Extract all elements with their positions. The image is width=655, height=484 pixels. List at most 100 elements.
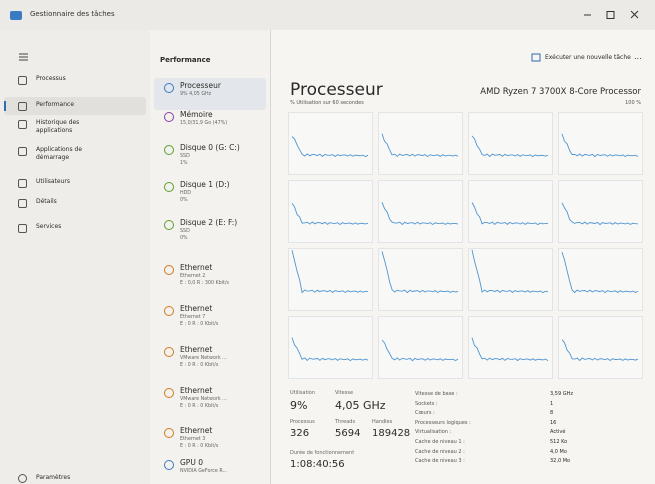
window-title: Gestionnaire des tâches: [30, 10, 115, 18]
graph-cell: [289, 249, 373, 311]
perf-name: Disque 0 (G: C:): [180, 143, 240, 152]
spec-label: Cache de niveau 1 :: [415, 439, 465, 445]
nav-icon: [18, 102, 27, 111]
nav-label: Détails: [36, 198, 106, 206]
stat-label: Processus: [290, 419, 315, 425]
perf-detail: E : 0 R : 0 Kbit/s: [180, 322, 218, 327]
stat-value: 9%: [290, 399, 307, 412]
graph-cell: [559, 317, 643, 379]
graph-cell: [469, 181, 553, 243]
stat-value: 326: [290, 428, 309, 439]
sidebar: Processus Performance Historique des appli…: [0, 30, 150, 484]
perf-detail: Ethernet 3: [180, 437, 205, 442]
stat-label: Durée de fonctionnement: [290, 450, 354, 456]
perf-name: Ethernet: [180, 386, 212, 395]
spec-value: 16: [550, 420, 556, 426]
perf-name: Ethernet: [180, 263, 212, 272]
nav-item[interactable]: Détails: [4, 194, 146, 212]
perf-name: Processeur: [180, 81, 221, 90]
list-title: Performance: [160, 56, 211, 64]
perf-name: GPU 0: [180, 458, 203, 467]
spec-label: Cœurs :: [415, 410, 435, 416]
window-controls[interactable]: [580, 8, 650, 22]
nav-item[interactable]: Processus: [4, 71, 146, 89]
nav-label: Performance: [36, 101, 106, 109]
run-task-button[interactable]: Exécuter une nouvelle tâche: [545, 54, 631, 61]
perf-item[interactable]: Mémoire 15,0/31,9 Go (47%): [154, 107, 266, 139]
graph-max: 100 %: [625, 100, 641, 106]
perf-icon: [164, 306, 174, 316]
perf-item[interactable]: GPU 0 NVIDIA GeForce R...: [154, 455, 266, 484]
perf-icon: [164, 460, 174, 470]
cpu-graphs: [288, 112, 648, 384]
spec-value: 8: [550, 410, 553, 416]
perf-detail: VMware Network ...: [180, 397, 227, 402]
nav-label: Paramètres: [36, 474, 70, 481]
perf-icon: [164, 112, 174, 122]
nav-settings[interactable]: Paramètres: [4, 470, 146, 484]
nav-icon: [18, 120, 27, 129]
stat-label: Handles: [372, 419, 392, 425]
perf-icon: [164, 265, 174, 275]
selected-indicator: [4, 101, 6, 111]
nav-item[interactable]: Applications de démarrage: [4, 142, 146, 168]
nav-icon: [18, 199, 27, 208]
nav-item[interactable]: Services: [4, 219, 146, 237]
perf-name: Mémoire: [180, 110, 213, 119]
spec-value: 4,0 Mo: [550, 449, 567, 455]
perf-detail: E : 0 R : 0 Kbit/s: [180, 404, 218, 409]
nav-label: Utilisateurs: [36, 178, 106, 186]
nav-item[interactable]: Historique des applications: [4, 115, 146, 141]
nav-icon: [18, 147, 27, 156]
cpu-model: AMD Ryzen 7 3700X 8-Core Processor: [480, 87, 641, 97]
graph-cell: [469, 249, 553, 311]
app-icon: [10, 11, 22, 20]
performance-list: Performance Processeur 9% 4,05 GHz Mémoire…: [150, 30, 271, 484]
graph-cell: [469, 317, 553, 379]
spec-label: Vitesse de base :: [415, 391, 458, 397]
perf-detail: SSD: [180, 229, 190, 234]
perf-item[interactable]: Processeur 9% 4,05 GHz: [154, 78, 266, 110]
settings-icon: [18, 474, 27, 483]
perf-name: Disque 2 (E: F:): [180, 218, 237, 227]
graph-cell: [379, 317, 463, 379]
graph-cell: [559, 249, 643, 311]
menu-button[interactable]: [18, 52, 30, 62]
perf-detail: Ethernet 7: [180, 315, 205, 320]
perf-item[interactable]: Ethernet VMware Network ... E : 0 R : 0 Kb…: [154, 383, 266, 415]
task-manager-window: Gestionnaire des tâches Processus Perform…: [0, 0, 655, 484]
more-button[interactable]: ...: [634, 52, 642, 61]
perf-detail: 15,0/31,9 Go (47%): [180, 121, 227, 126]
stat-value: 4,05 GHz: [335, 399, 386, 412]
perf-name: Disque 1 (D:): [180, 180, 230, 189]
perf-icon: [164, 83, 174, 93]
perf-detail: 0%: [180, 198, 188, 203]
nav-item[interactable]: Utilisateurs: [4, 174, 146, 192]
graph-cell: [469, 113, 553, 175]
stat-value: 1:08:40:56: [290, 459, 345, 470]
nav-item[interactable]: Performance: [4, 97, 146, 115]
perf-detail: SSD: [180, 154, 190, 159]
graph-cell: [379, 181, 463, 243]
perf-detail: NVIDIA GeForce R...: [180, 469, 227, 474]
perf-detail: 9% 4,05 GHz: [180, 92, 211, 97]
spec-value: Activé: [550, 429, 565, 435]
perf-icon: [164, 220, 174, 230]
spec-value: 1: [550, 401, 553, 407]
stat-value: 189428: [372, 428, 410, 439]
perf-icon: [164, 388, 174, 398]
perf-icon: [164, 182, 174, 192]
run-task-icon: [531, 53, 541, 62]
perf-detail: VMware Network ...: [180, 356, 227, 361]
perf-detail: Ethernet 2: [180, 274, 205, 279]
spec-label: Processeurs logiques :: [415, 420, 471, 426]
spec-label: Cache de niveau 2 :: [415, 449, 465, 455]
nav-icon: [18, 76, 27, 85]
